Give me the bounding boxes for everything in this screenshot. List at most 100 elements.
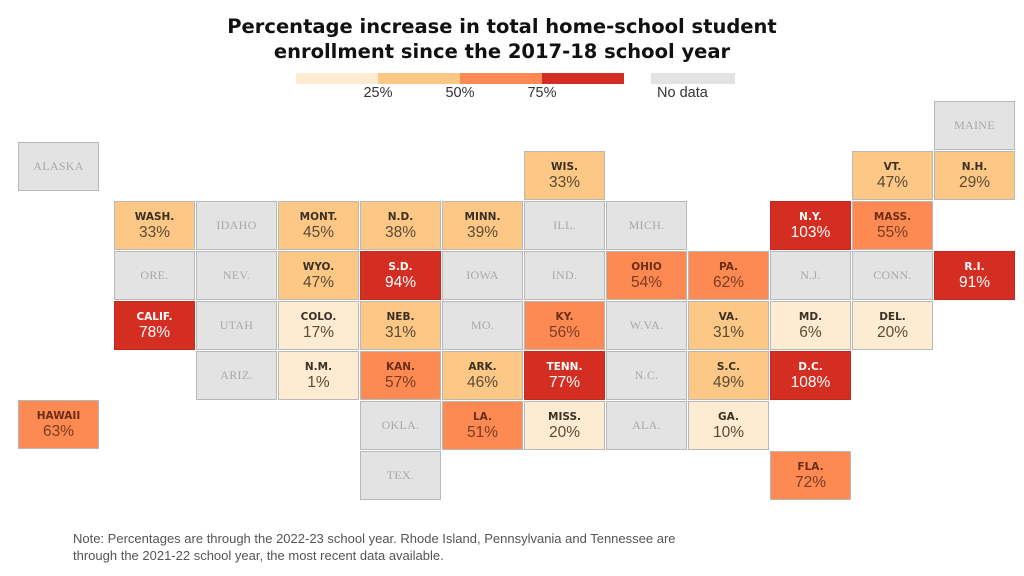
state-value-label: 29%: [958, 173, 991, 191]
legend-tick-50: 50%: [445, 85, 475, 101]
state-label: N.Y.: [799, 210, 822, 223]
state-value-label: 78%: [138, 323, 171, 341]
state-tile-miss: MISS. 20%: [524, 401, 605, 450]
state-tile-iowa: IOWA: [442, 251, 523, 300]
state-tile-kan: KAN. 57%: [360, 351, 441, 400]
state-label: MINN.: [464, 210, 501, 223]
state-value-label: 33%: [548, 173, 581, 191]
state-label: MAINE: [954, 118, 995, 132]
state-value-label: 49%: [712, 373, 745, 391]
state-label: CALIF.: [136, 310, 173, 323]
state-label: ARIZ.: [220, 368, 253, 382]
state-label: FLA.: [797, 460, 824, 473]
state-tile-ga: GA. 10%: [688, 401, 769, 450]
state-label: CONN.: [873, 268, 912, 282]
state-tile-del: DEL. 20%: [852, 301, 933, 350]
state-label: N.M.: [304, 360, 333, 373]
state-label: KY.: [555, 310, 574, 323]
state-tile-wis: WIS. 33%: [524, 151, 605, 200]
state-label: LA.: [472, 410, 492, 423]
state-tile-okla: OKLA.: [360, 401, 441, 450]
state-tile-ariz: ARIZ.: [196, 351, 277, 400]
state-value-label: 55%: [876, 223, 909, 241]
state-value-label: 17%: [302, 323, 335, 341]
state-value-label: 57%: [384, 373, 417, 391]
state-tile-nc: N.C.: [606, 351, 687, 400]
chart-title-line-1: Percentage increase in total home-school…: [227, 15, 777, 38]
state-tile-utah: UTAH: [196, 301, 277, 350]
state-tile-ore: ORE.: [114, 251, 195, 300]
state-value-label: 56%: [548, 323, 581, 341]
state-label: WYO.: [302, 260, 335, 273]
state-tile-nm: N.M. 1%: [278, 351, 359, 400]
state-label: MISS.: [548, 410, 581, 423]
legend-bin-25-50: [378, 73, 460, 84]
state-value-label: 20%: [548, 423, 581, 441]
state-label: COLO.: [300, 310, 337, 323]
state-label: NEB.: [386, 310, 415, 323]
chart-title: Percentage increase in total home-school…: [0, 14, 1004, 64]
legend-tick-75: 75%: [527, 85, 557, 101]
state-value-label: 72%: [794, 473, 827, 491]
state-label: ORE.: [140, 268, 169, 282]
state-tile-ny: N.Y. 103%: [770, 201, 851, 250]
state-tile-ind: IND.: [524, 251, 605, 300]
state-label: GA.: [718, 410, 739, 423]
state-value-label: 47%: [302, 273, 335, 291]
state-tile-nev: NEV.: [196, 251, 277, 300]
state-value-label: 6%: [799, 323, 822, 341]
state-label: ALA.: [632, 418, 661, 432]
state-value-label: 47%: [876, 173, 909, 191]
chart-title-line-2: enrollment since the 2017-18 school year: [273, 40, 731, 63]
state-label: ARK.: [468, 360, 497, 373]
state-value-label: 51%: [466, 423, 499, 441]
state-value-label: 39%: [466, 223, 499, 241]
state-label: D.C.: [798, 360, 823, 373]
state-value-label: 31%: [384, 323, 417, 341]
state-tile-alaska: ALASKA: [18, 142, 99, 191]
state-label: MD.: [798, 310, 823, 323]
state-label: PA.: [718, 260, 739, 273]
state-value-label: 1%: [307, 373, 330, 391]
state-tile-sd: S.D. 94%: [360, 251, 441, 300]
state-label: IND.: [551, 268, 578, 282]
state-value-label: 63%: [42, 422, 75, 440]
state-tile-va: VA. 31%: [688, 301, 769, 350]
state-label: MASS.: [873, 210, 912, 223]
state-tile-vt: VT. 47%: [852, 151, 933, 200]
state-label: R.I.: [964, 260, 985, 273]
state-tile-neb: NEB. 31%: [360, 301, 441, 350]
state-tile-ky: KY. 56%: [524, 301, 605, 350]
state-label: UTAH: [219, 318, 254, 332]
state-tile-mass: MASS. 55%: [852, 201, 933, 250]
state-tile-wash: WASH. 33%: [114, 201, 195, 250]
state-label: N.C.: [634, 368, 659, 382]
state-tile-maine: MAINE: [934, 101, 1015, 150]
legend-tick-25: 25%: [363, 85, 393, 101]
state-label: ILL.: [553, 218, 576, 232]
footnote: Note: Percentages are through the 2022-2…: [73, 530, 676, 564]
state-label: WIS.: [550, 160, 579, 173]
state-label: VA.: [718, 310, 739, 323]
state-label: MICH.: [628, 218, 665, 232]
state-label: N.J.: [800, 268, 821, 282]
state-label: N.D.: [387, 210, 414, 223]
state-value-label: 31%: [712, 323, 745, 341]
state-value-label: 20%: [876, 323, 909, 341]
state-label: TENN.: [546, 360, 583, 373]
state-tile-dc: D.C. 108%: [770, 351, 851, 400]
state-label: VT.: [883, 160, 902, 173]
state-label: NEV.: [222, 268, 251, 282]
state-label: N.H.: [961, 160, 988, 173]
state-value-label: 91%: [958, 273, 991, 291]
state-value-label: 46%: [466, 373, 499, 391]
state-tile-nj: N.J.: [770, 251, 851, 300]
state-tile-ri: R.I. 91%: [934, 251, 1015, 300]
state-label: KAN.: [385, 360, 416, 373]
state-label: ALASKA: [33, 159, 84, 173]
state-label: IOWA: [466, 268, 499, 282]
footnote-line-2: through the 2021-22 school year, the mos…: [73, 548, 444, 563]
state-label: MO.: [470, 318, 495, 332]
state-tile-minn: MINN. 39%: [442, 201, 523, 250]
